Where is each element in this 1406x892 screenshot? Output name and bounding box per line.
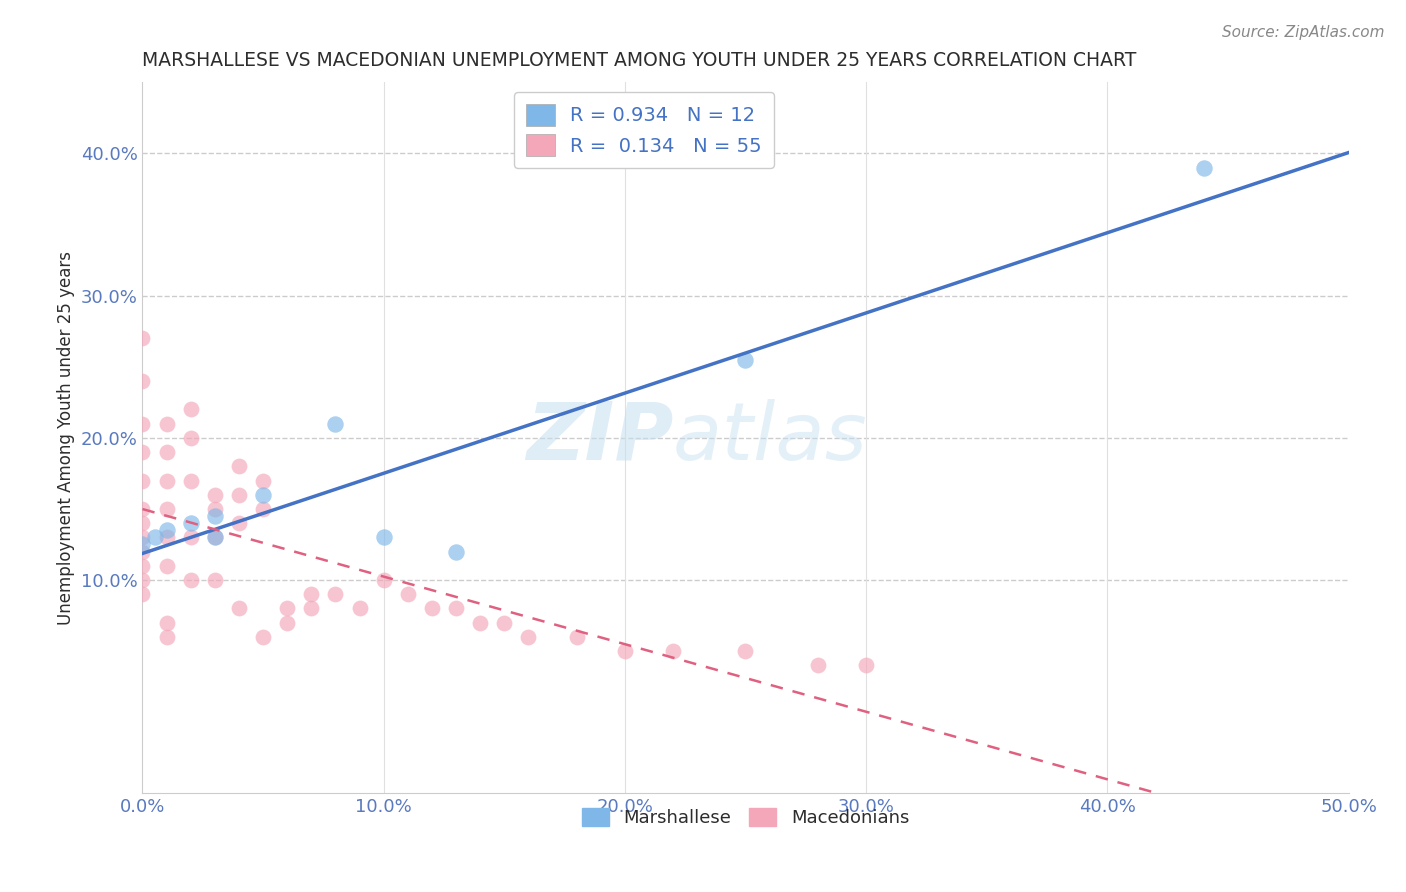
Point — [494, 615, 516, 630]
Text: Source: ZipAtlas.com: Source: ZipAtlas.com — [1222, 25, 1385, 40]
Point — [613, 644, 636, 658]
Point — [565, 630, 588, 644]
Point — [155, 502, 177, 516]
Point — [734, 644, 756, 658]
Point — [444, 544, 467, 558]
Point — [252, 630, 274, 644]
Point — [1192, 161, 1215, 175]
Point — [180, 402, 202, 417]
Point — [299, 587, 322, 601]
Point — [131, 558, 153, 573]
Point — [180, 431, 202, 445]
Legend: Marshallese, Macedonians: Marshallese, Macedonians — [575, 800, 917, 834]
Point — [228, 601, 250, 615]
Point — [276, 615, 298, 630]
Point — [204, 573, 226, 587]
Point — [228, 459, 250, 474]
Point — [204, 502, 226, 516]
Point — [180, 573, 202, 587]
Point — [470, 615, 492, 630]
Point — [155, 615, 177, 630]
Point — [276, 601, 298, 615]
Point — [131, 474, 153, 488]
Point — [204, 509, 226, 524]
Point — [131, 502, 153, 516]
Point — [444, 601, 467, 615]
Point — [131, 544, 153, 558]
Point — [252, 502, 274, 516]
Point — [180, 474, 202, 488]
Point — [180, 530, 202, 544]
Point — [228, 488, 250, 502]
Point — [155, 558, 177, 573]
Point — [155, 474, 177, 488]
Point — [155, 417, 177, 431]
Point — [155, 445, 177, 459]
Y-axis label: Unemployment Among Youth under 25 years: Unemployment Among Youth under 25 years — [58, 251, 75, 625]
Point — [299, 601, 322, 615]
Point — [131, 573, 153, 587]
Point — [325, 417, 347, 431]
Point — [180, 516, 202, 531]
Point — [420, 601, 443, 615]
Text: MARSHALLESE VS MACEDONIAN UNEMPLOYMENT AMONG YOUTH UNDER 25 YEARS CORRELATION CH: MARSHALLESE VS MACEDONIAN UNEMPLOYMENT A… — [142, 51, 1137, 70]
Point — [325, 587, 347, 601]
Point — [155, 530, 177, 544]
Point — [131, 417, 153, 431]
Point — [228, 516, 250, 531]
Point — [204, 488, 226, 502]
Point — [131, 587, 153, 601]
Point — [143, 530, 166, 544]
Point — [734, 352, 756, 367]
Point — [204, 530, 226, 544]
Point — [349, 601, 371, 615]
Point — [855, 658, 877, 673]
Point — [252, 488, 274, 502]
Point — [373, 530, 395, 544]
Point — [662, 644, 685, 658]
Point — [131, 537, 153, 551]
Point — [252, 474, 274, 488]
Point — [807, 658, 830, 673]
Point — [131, 516, 153, 531]
Point — [155, 523, 177, 537]
Point — [396, 587, 419, 601]
Point — [131, 331, 153, 345]
Point — [131, 374, 153, 388]
Point — [373, 573, 395, 587]
Point — [131, 445, 153, 459]
Point — [155, 630, 177, 644]
Text: ZIP: ZIP — [526, 399, 673, 477]
Point — [131, 530, 153, 544]
Point — [517, 630, 540, 644]
Point — [204, 530, 226, 544]
Text: atlas: atlas — [673, 399, 868, 477]
